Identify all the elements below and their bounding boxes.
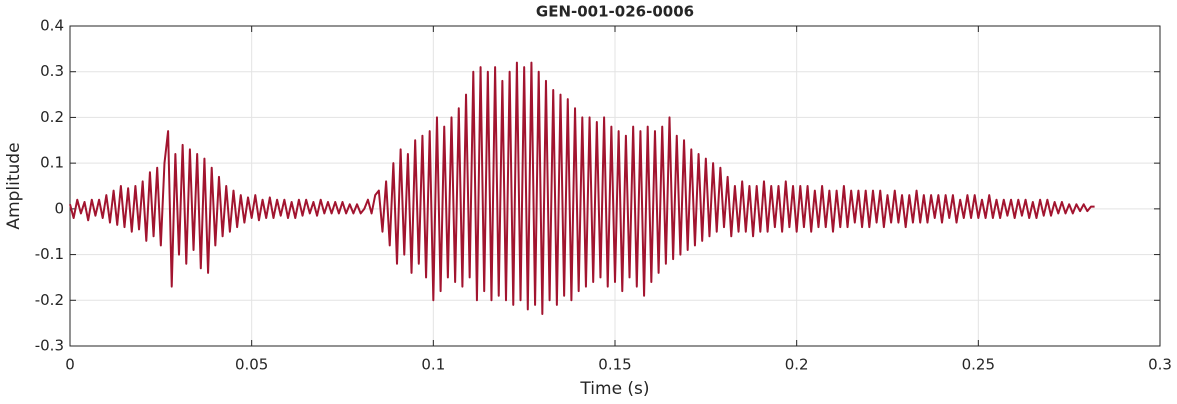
y-tick-label: -0.3: [35, 337, 64, 355]
x-tick-label: 0.25: [962, 356, 995, 374]
x-tick-label: 0.3: [1148, 356, 1172, 374]
y-axis-label: Amplitude: [4, 142, 24, 229]
y-tick-label: 0.3: [40, 62, 64, 80]
x-tick-label: 0.15: [598, 356, 631, 374]
plot-frame: [69, 25, 1161, 347]
y-tick-label: 0.1: [40, 154, 64, 172]
y-tick-label: 0: [54, 199, 64, 217]
y-tick-label: -0.1: [35, 245, 64, 263]
x-tick-label: 0: [65, 356, 75, 374]
chart-title: GEN-001-026-0006: [536, 3, 694, 21]
x-axis-label: Time (s): [579, 379, 649, 399]
y-tick-label: 0.4: [40, 17, 64, 35]
y-tick-label: 0.2: [40, 108, 64, 126]
x-tick-label: 0.2: [785, 356, 809, 374]
x-tick-label: 0.05: [235, 356, 268, 374]
waveform-line: [69, 61, 1095, 315]
x-tick-label: 0.1: [421, 356, 445, 374]
y-tick-label: -0.2: [35, 291, 64, 309]
